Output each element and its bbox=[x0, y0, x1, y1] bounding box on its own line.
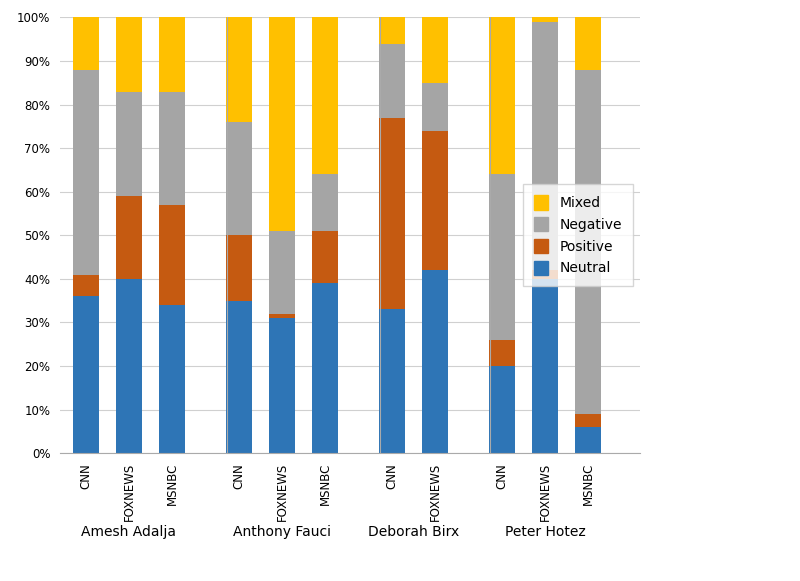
Bar bbox=[159, 17, 185, 91]
Bar bbox=[269, 17, 295, 231]
Bar bbox=[73, 70, 99, 275]
Bar bbox=[116, 279, 142, 453]
Text: Peter Hotez: Peter Hotez bbox=[505, 525, 586, 539]
Bar bbox=[73, 17, 99, 70]
Bar bbox=[489, 340, 515, 366]
Bar bbox=[226, 122, 252, 235]
Bar bbox=[575, 427, 601, 453]
Bar bbox=[489, 17, 515, 174]
Bar bbox=[269, 318, 295, 453]
Bar bbox=[532, 21, 558, 270]
Bar bbox=[159, 205, 185, 305]
Bar bbox=[269, 231, 295, 314]
Bar bbox=[116, 17, 142, 91]
Bar bbox=[312, 17, 338, 174]
Bar bbox=[575, 17, 601, 70]
Bar bbox=[116, 196, 142, 279]
Bar bbox=[489, 174, 515, 340]
Bar bbox=[532, 17, 558, 21]
Text: Anthony Fauci: Anthony Fauci bbox=[233, 525, 331, 539]
Bar bbox=[575, 70, 601, 414]
Bar bbox=[269, 314, 295, 318]
Bar bbox=[489, 366, 515, 453]
Bar bbox=[73, 274, 99, 296]
Bar bbox=[379, 310, 405, 453]
Legend: Mixed, Negative, Positive, Neutral: Mixed, Negative, Positive, Neutral bbox=[523, 184, 633, 286]
Bar bbox=[532, 279, 558, 453]
Bar bbox=[73, 296, 99, 453]
Bar bbox=[116, 92, 142, 196]
Bar bbox=[226, 301, 252, 453]
Text: Amesh Adalja: Amesh Adalja bbox=[82, 525, 177, 539]
Bar bbox=[422, 83, 448, 131]
Bar bbox=[226, 235, 252, 301]
Bar bbox=[575, 414, 601, 427]
Bar bbox=[379, 117, 405, 310]
Bar bbox=[312, 284, 338, 453]
Bar bbox=[159, 305, 185, 453]
Bar bbox=[422, 270, 448, 453]
Bar bbox=[159, 91, 185, 205]
Bar bbox=[422, 131, 448, 270]
Bar bbox=[379, 17, 405, 44]
Bar bbox=[226, 17, 252, 122]
Bar bbox=[379, 44, 405, 117]
Bar bbox=[422, 17, 448, 83]
Text: Deborah Birx: Deborah Birx bbox=[368, 525, 459, 539]
Bar bbox=[312, 174, 338, 231]
Bar bbox=[532, 270, 558, 279]
Bar bbox=[312, 231, 338, 284]
